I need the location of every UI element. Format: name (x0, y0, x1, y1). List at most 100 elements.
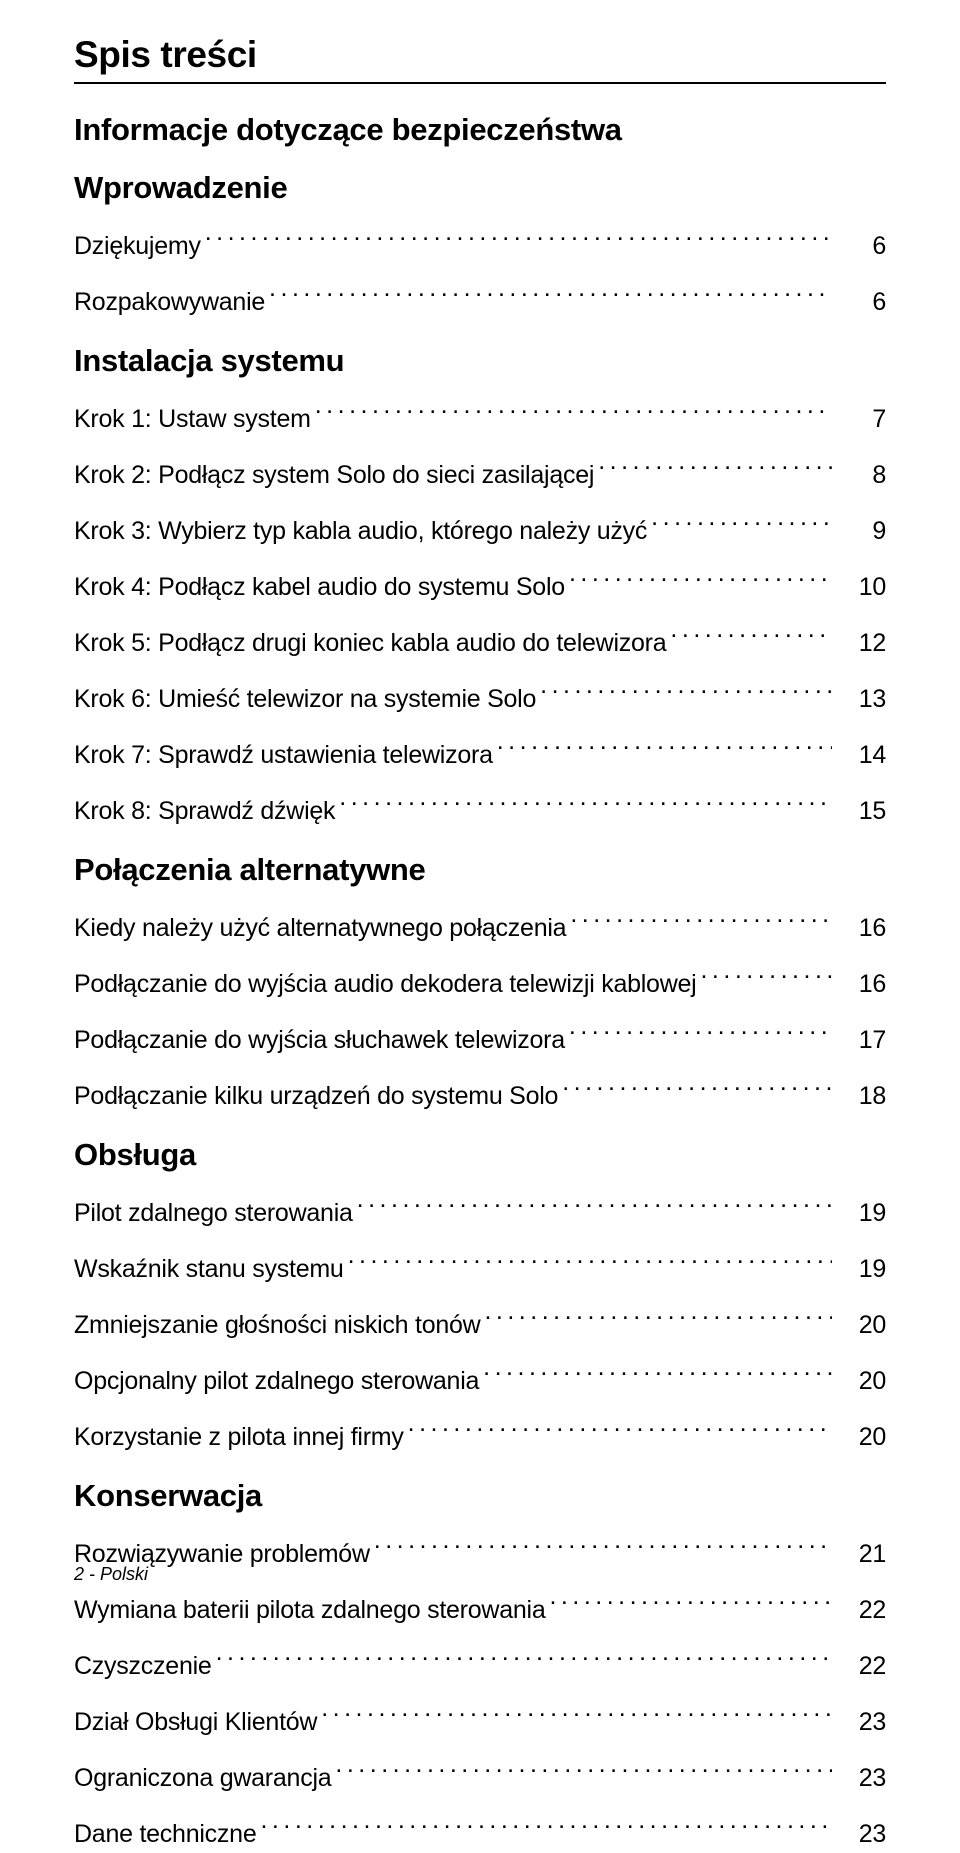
leader-dots (205, 216, 832, 254)
toc-page-number: 21 (836, 1536, 886, 1574)
leader-dots (569, 557, 832, 595)
toc-label: Podłączanie kilku urządzeń do systemu So… (74, 1078, 558, 1116)
leader-dots (598, 445, 832, 483)
toc-page-number: 22 (836, 1648, 886, 1686)
toc-row: Opcjonalny pilot zdalnego sterowania 20 (74, 1351, 886, 1400)
section-heading-operation: Obsługa (74, 1137, 886, 1173)
toc-page-number: 7 (836, 401, 886, 439)
toc-label: Podłączanie do wyjścia audio dekodera te… (74, 966, 696, 1004)
leader-dots (269, 272, 832, 310)
leader-dots (700, 954, 832, 992)
toc-label: Krok 1: Ustaw system (74, 401, 311, 439)
toc-page-number: 15 (836, 793, 886, 831)
leader-dots (651, 501, 832, 539)
toc-row: Pilot zdalnego sterowania 19 (74, 1183, 886, 1232)
toc-label: Krok 5: Podłącz drugi koniec kabla audio… (74, 625, 666, 663)
toc-page-number: 9 (836, 513, 886, 551)
toc-label: Ograniczona gwarancja (74, 1760, 331, 1798)
leader-dots (497, 725, 832, 763)
leader-dots (562, 1066, 832, 1104)
toc-row: Krok 8: Sprawdź dźwięk 15 (74, 781, 886, 830)
toc-row: Podłączanie do wyjścia słuchawek telewiz… (74, 1010, 886, 1059)
leader-dots (484, 1295, 832, 1333)
toc-label: Dane techniczne (74, 1816, 256, 1853)
toc-page-number: 20 (836, 1419, 886, 1457)
toc-row: Wskaźnik stanu systemu 19 (74, 1239, 886, 1288)
leader-dots (670, 613, 832, 651)
toc-label: Krok 7: Sprawdź ustawienia telewizora (74, 737, 493, 775)
toc-row: Krok 3: Wybierz typ kabla audio, którego… (74, 501, 886, 550)
toc-page-number: 22 (836, 1592, 886, 1630)
leader-dots (348, 1239, 832, 1277)
toc-row: Korzystanie z pilota innej firmy 20 (74, 1407, 886, 1456)
toc-label: Pilot zdalnego sterowania (74, 1195, 353, 1233)
toc-page-number: 16 (836, 910, 886, 948)
toc-row: Czyszczenie 22 (74, 1636, 886, 1685)
toc-page-number: 19 (836, 1195, 886, 1233)
leader-dots (216, 1636, 832, 1674)
toc-label: Wymiana baterii pilota zdalnego sterowan… (74, 1592, 545, 1630)
toc-label: Kiedy należy użyć alternatywnego połącze… (74, 910, 566, 948)
toc-label: Podłączanie do wyjścia słuchawek telewiz… (74, 1022, 565, 1060)
toc-row: Dział Obsługi Klientów 23 (74, 1692, 886, 1741)
document-page: Spis treści Informacje dotyczące bezpiec… (0, 0, 960, 1619)
section-heading-safety: Informacje dotyczące bezpieczeństwa (74, 112, 886, 148)
toc-label: Zmniejszanie głośności niskich tonów (74, 1307, 480, 1345)
toc-row: Krok 2: Podłącz system Solo do sieci zas… (74, 445, 886, 494)
leader-dots (483, 1351, 832, 1389)
toc-page-number: 17 (836, 1022, 886, 1060)
toc-row: Krok 1: Ustaw system 7 (74, 389, 886, 438)
toc-page-number: 16 (836, 966, 886, 1004)
leader-dots (408, 1407, 832, 1445)
leader-dots (335, 1748, 832, 1786)
toc-label: Czyszczenie (74, 1648, 212, 1686)
leader-dots (540, 669, 832, 707)
toc-row: Podłączanie kilku urządzeń do systemu So… (74, 1066, 886, 1115)
toc-label: Opcjonalny pilot zdalnego sterowania (74, 1363, 479, 1401)
toc-page-number: 6 (836, 228, 886, 266)
section-heading-intro: Wprowadzenie (74, 170, 886, 206)
toc-row: Kiedy należy użyć alternatywnego połącze… (74, 898, 886, 947)
leader-dots (374, 1524, 832, 1562)
toc-label: Korzystanie z pilota innej firmy (74, 1419, 404, 1457)
toc-row: Krok 5: Podłącz drugi koniec kabla audio… (74, 613, 886, 662)
leader-dots (549, 1580, 832, 1618)
toc-label: Wskaźnik stanu systemu (74, 1251, 344, 1289)
leader-dots (357, 1183, 832, 1221)
page-footer: 2 - Polski (74, 1564, 148, 1585)
toc-row: Krok 4: Podłącz kabel audio do systemu S… (74, 557, 886, 606)
toc-page-number: 23 (836, 1760, 886, 1798)
toc-row: Rozwiązywanie problemów 21 (74, 1524, 886, 1573)
section-heading-install: Instalacja systemu (74, 343, 886, 379)
leader-dots (315, 389, 832, 427)
toc-page-number: 6 (836, 284, 886, 322)
toc-label: Krok 8: Sprawdź dźwięk (74, 793, 335, 831)
section-heading-alt: Połączenia alternatywne (74, 852, 886, 888)
toc-page-number: 23 (836, 1816, 886, 1853)
toc-label: Rozpakowywanie (74, 284, 265, 322)
toc-row: Zmniejszanie głośności niskich tonów 20 (74, 1295, 886, 1344)
toc-row: Rozpakowywanie 6 (74, 272, 886, 321)
toc-page-number: 10 (836, 569, 886, 607)
toc-page-number: 14 (836, 737, 886, 775)
toc-page-number: 18 (836, 1078, 886, 1116)
toc-page-number: 23 (836, 1704, 886, 1742)
toc-row: Dziękujemy 6 (74, 216, 886, 265)
toc-page-number: 20 (836, 1363, 886, 1401)
leader-dots (570, 898, 832, 936)
toc-row: Podłączanie do wyjścia audio dekodera te… (74, 954, 886, 1003)
toc-page-number: 13 (836, 681, 886, 719)
toc-row: Wymiana baterii pilota zdalnego sterowan… (74, 1580, 886, 1629)
toc-page-number: 8 (836, 457, 886, 495)
toc-page-number: 12 (836, 625, 886, 663)
toc-label: Krok 4: Podłącz kabel audio do systemu S… (74, 569, 565, 607)
toc-label: Krok 2: Podłącz system Solo do sieci zas… (74, 457, 594, 495)
toc-label: Krok 3: Wybierz typ kabla audio, którego… (74, 513, 647, 551)
toc-label: Dział Obsługi Klientów (74, 1704, 317, 1742)
toc-row: Dane techniczne 23 (74, 1804, 886, 1853)
leader-dots (339, 781, 832, 819)
section-heading-maint: Konserwacja (74, 1478, 886, 1514)
toc-label: Krok 6: Umieść telewizor na systemie Sol… (74, 681, 536, 719)
leader-dots (569, 1010, 832, 1048)
toc-page-number: 19 (836, 1251, 886, 1289)
